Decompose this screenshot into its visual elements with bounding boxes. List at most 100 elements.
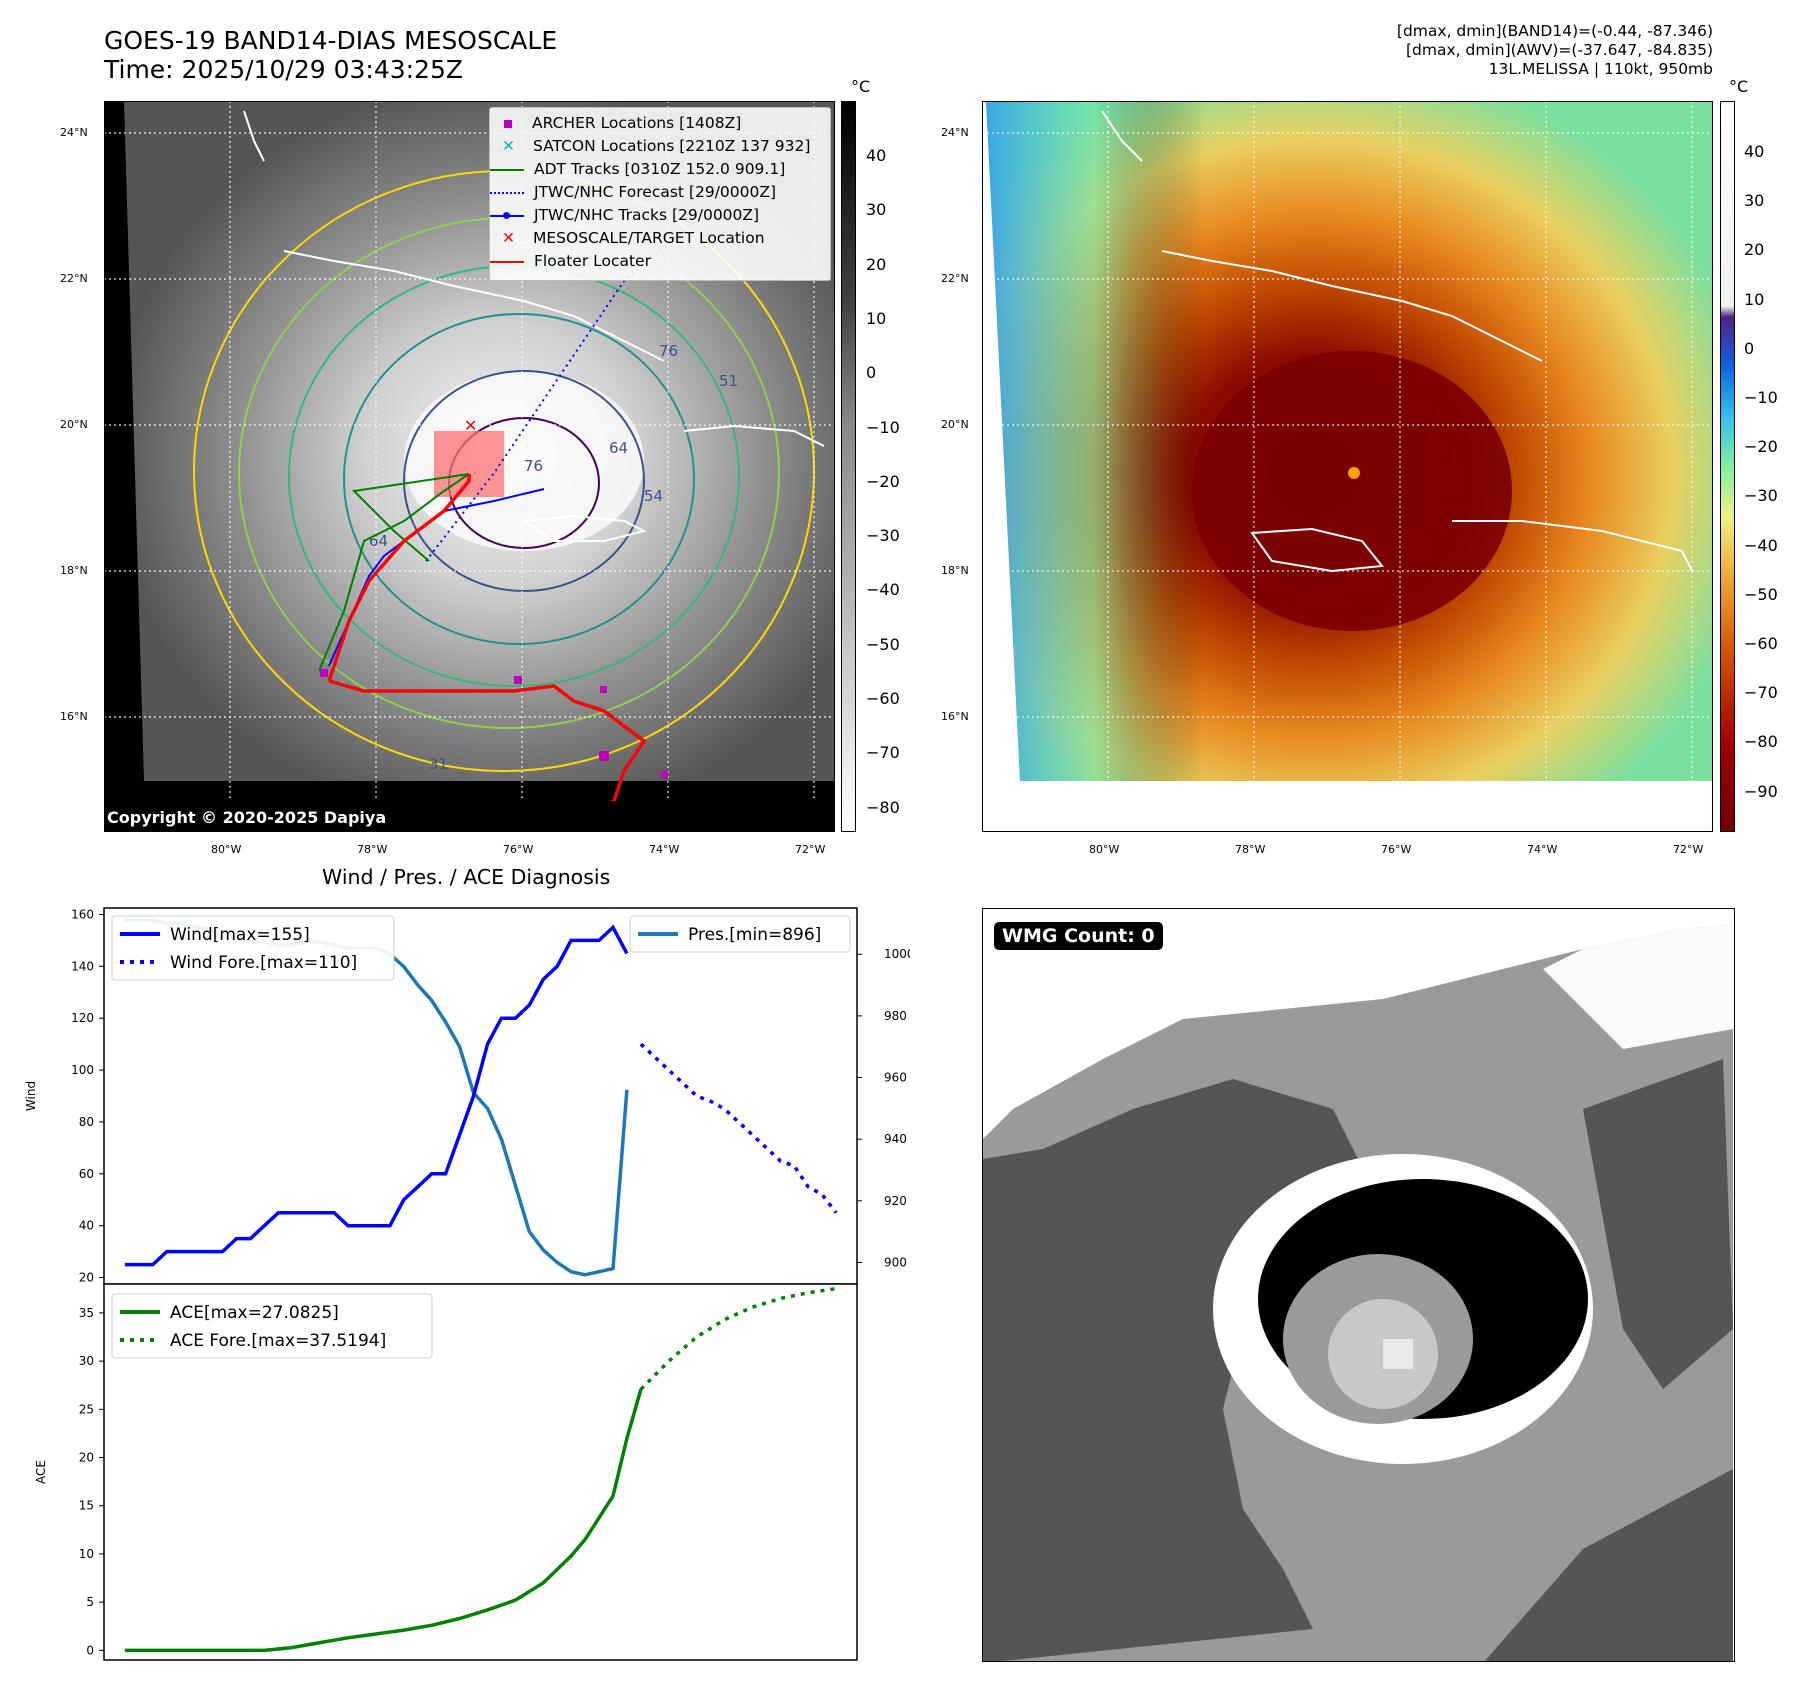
colorbar-tick: 40 (866, 146, 887, 165)
awv-map-frame (982, 101, 1713, 832)
lat-tick: 18°N (941, 564, 969, 577)
lon-tick: 72°W (1673, 843, 1704, 856)
colorbar-tick: 10 (1744, 289, 1765, 309)
wmg-count-text: WMG Count: 0 (1002, 925, 1155, 947)
colorbar-tick: −50 (866, 634, 900, 654)
wind-legend (111, 915, 395, 981)
contour-ring (343, 313, 695, 645)
colorbar-tick: −60 (866, 689, 900, 708)
lat-tick: 20°N (941, 418, 969, 431)
lon-tick: 78°W (357, 843, 388, 856)
colorbar-tick: −20 (1744, 437, 1778, 457)
coastlines (1101, 110, 1693, 573)
y-tick-label: 40 (79, 1219, 94, 1233)
adt-swatch (490, 168, 524, 171)
colorbar-tick: −70 (1744, 683, 1778, 703)
contour-label: 76 (524, 457, 543, 475)
floater-track (328, 679, 647, 828)
colorbar-tick: 10 (866, 308, 887, 328)
stats-block: [dmax, dmin](BAND14)=(-0.44, -87.346) [d… (1397, 22, 1713, 79)
awv-map-image (982, 101, 1713, 832)
wind-line (124, 924, 629, 1267)
ace-y-tick-label: 5 (86, 1595, 94, 1609)
ace-legend-label: ACE Fore.[max=37.5194] (170, 1331, 386, 1351)
colorbar-tick: 0 (866, 363, 877, 383)
legend-label: MESOSCALE/TARGET Location (533, 229, 765, 247)
adt-track (318, 473, 470, 672)
contour-label: 51 (719, 372, 738, 390)
lat-tick: 24°N (941, 126, 969, 139)
colorbar-tick: −80 (1744, 732, 1778, 752)
lon-tick: 80°W (1089, 843, 1120, 856)
colorbar-tick: 20 (866, 254, 887, 274)
contour-label: 76 (659, 342, 678, 360)
contour-labels: 76 76 64 54 51 64 31 (369, 342, 738, 773)
colorbar-tick: −30 (1744, 486, 1778, 506)
lat-tick: 18°N (60, 564, 88, 577)
colorbar-tick: −60 (1744, 634, 1778, 653)
graticule (982, 101, 1713, 832)
legend-floater: Floater Locater (490, 252, 651, 270)
chart-title: Wind / Pres. / ACE Diagnosis (322, 865, 611, 889)
ace-y-tick-label: 35 (79, 1306, 94, 1320)
contour-label: 54 (644, 487, 663, 505)
y-tick-label: 160 (71, 907, 94, 921)
colorbar-tick: −10 (1744, 388, 1778, 407)
floater-track-north (327, 474, 471, 682)
wmg-panel: WMG Count: 0 (982, 908, 1735, 1662)
lon-tick: 78°W (1235, 843, 1266, 856)
colorbar-unit: °C (1729, 77, 1749, 96)
wind-legend-label: Wind[max=155] (170, 925, 310, 945)
ace-line (124, 1388, 643, 1653)
forecast-swatch (490, 191, 524, 194)
y-right-tick-label: 960 (884, 1071, 907, 1085)
ace-legend (111, 1293, 433, 1359)
lon-tick: 72°W (795, 843, 826, 856)
legend-label: ADT Tracks [0310Z 152.0 909.1] (534, 160, 786, 178)
band14-map-panel: 76 76 64 54 51 64 31 ✕ Copyright © 2020-… (104, 101, 835, 832)
lon-tick: 74°W (1527, 843, 1558, 856)
lat-tick: 22°N (60, 272, 88, 285)
legend-label: Floater Locater (534, 252, 651, 270)
colorbar-tick: −30 (866, 526, 900, 546)
lon-tick: 76°W (503, 843, 534, 856)
contour-ring (403, 370, 645, 592)
legend-target: ✕ MESOSCALE/TARGET Location (500, 229, 765, 247)
lat-tick: 22°N (941, 272, 969, 285)
colorbar-tick: −20 (866, 471, 900, 491)
lat-tick: 16°N (941, 710, 969, 723)
y-tick-label: 100 (71, 1063, 94, 1077)
colorbar-tick: −40 (1744, 535, 1778, 555)
wmg-image (983, 924, 1733, 1661)
ace-y-tick-label: 0 (86, 1643, 94, 1657)
target-swatch: ✕ (502, 229, 515, 247)
track-legend: ARCHER Locations [1408Z] ✕ SATCON Locatio… (489, 107, 831, 281)
y-tick-label: 120 (71, 1011, 94, 1025)
ace-y-tick-label: 10 (79, 1547, 94, 1561)
colorbar-tick: −50 (1744, 584, 1778, 604)
lat-tick: 24°N (60, 126, 88, 139)
lat-tick: 16°N (60, 710, 88, 723)
legend-adt: ADT Tracks [0310Z 152.0 909.1] (490, 160, 785, 178)
stats-line-2: [dmax, dmin](AWV)=(-37.647, -84.835) (1406, 41, 1713, 59)
title-line-2: Time: 2025/10/29 03:43:25Z (104, 55, 463, 84)
colorbar-tick: 30 (866, 200, 887, 220)
colorbar-tick: 20 (1744, 240, 1765, 260)
stats-line-3: 13L.MELISSA | 110kt, 950mb (1488, 60, 1713, 78)
legend-tracks: JTWC/NHC Tracks [29/0000Z] (490, 206, 759, 224)
jtwc-forecast-track (425, 200, 720, 562)
floater-swatch (490, 260, 524, 263)
wind-axis-label: Wind (24, 1081, 38, 1111)
colorbar-tick: −40 (866, 580, 900, 600)
archer-swatch (504, 120, 512, 128)
figure-title: GOES-19 BAND14-DIAS MESOSCALE Time: 2025… (104, 26, 557, 84)
contour-label: 64 (609, 439, 628, 457)
lon-tick: 74°W (649, 843, 680, 856)
coastlines (243, 110, 825, 542)
ace-y-tick-label: 30 (79, 1354, 94, 1368)
legend-label: ARCHER Locations [1408Z] (532, 114, 742, 132)
colorbar-tick: −10 (866, 417, 900, 437)
lon-tick: 80°W (211, 843, 242, 856)
pressure-legend (629, 915, 851, 953)
band14-colorbar (841, 101, 856, 832)
